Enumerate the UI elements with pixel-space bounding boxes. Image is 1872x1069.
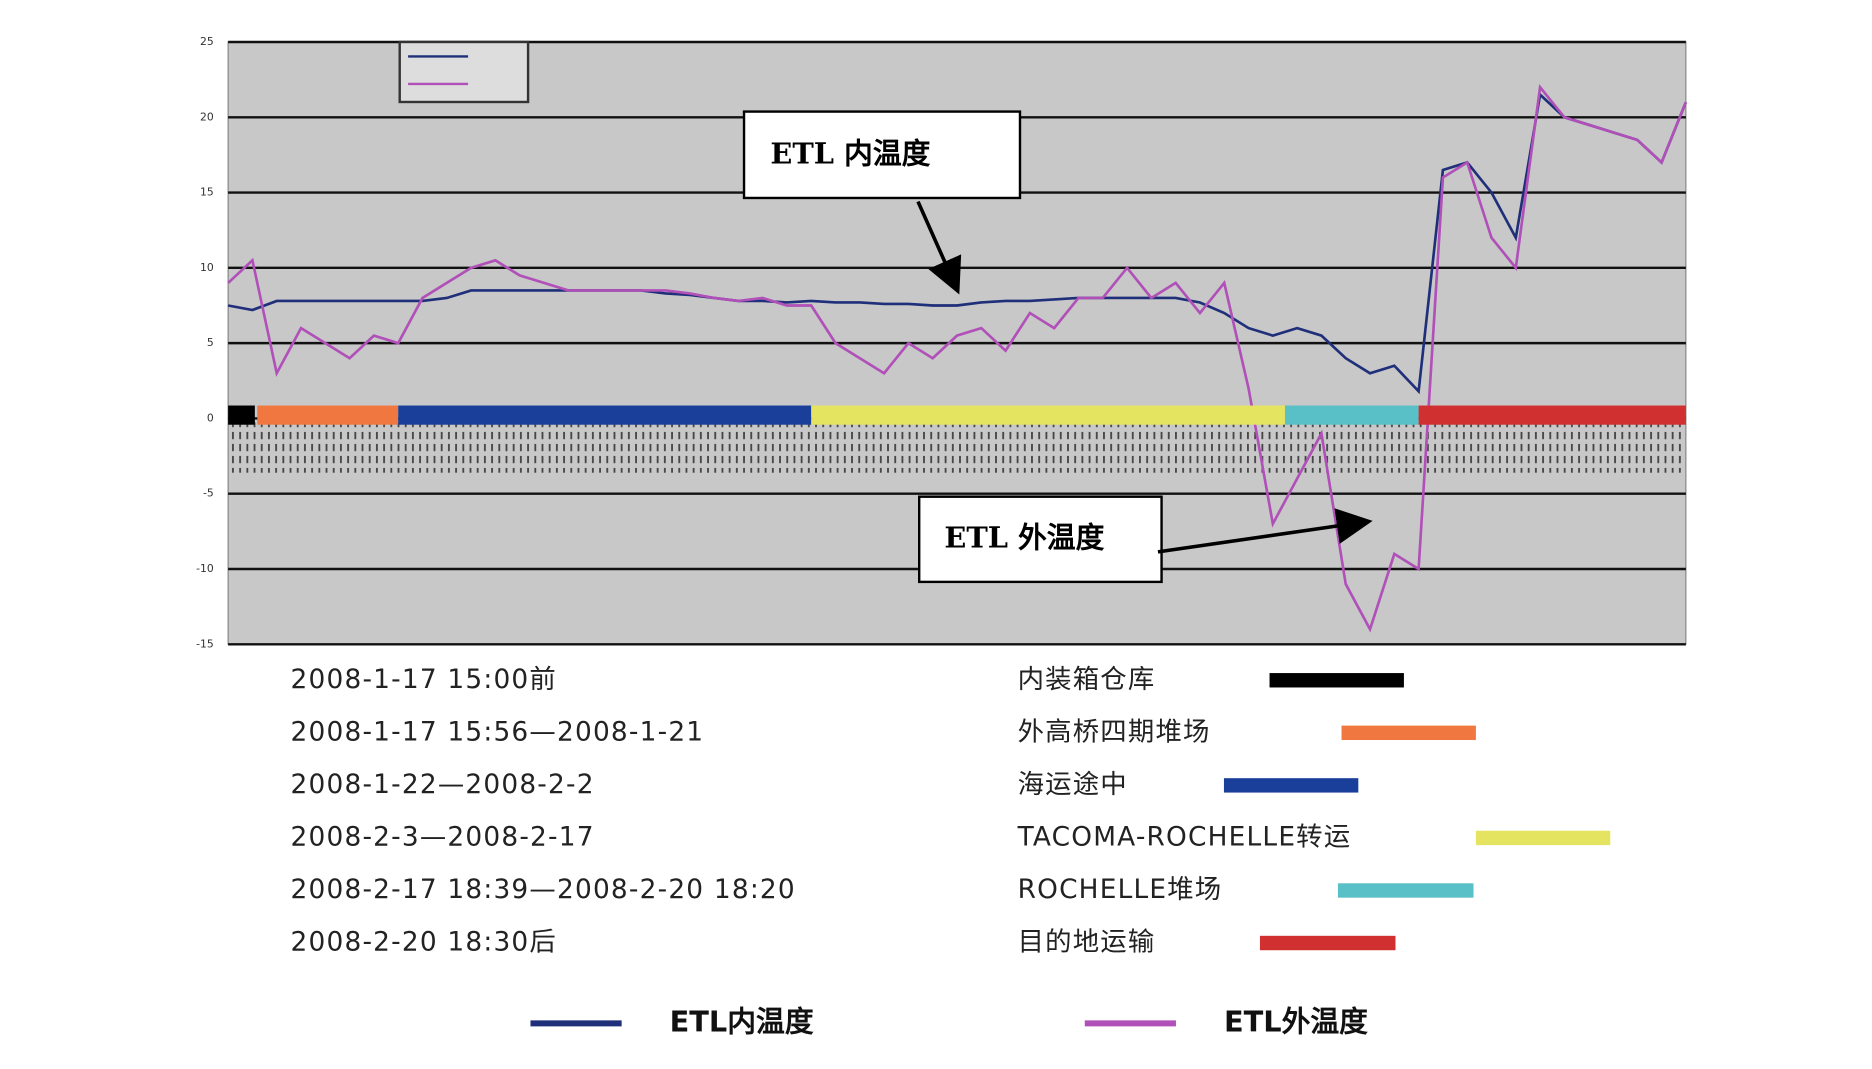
annotation-box bbox=[918, 495, 1163, 584]
stage-period: 2008-1-17 15:00前 bbox=[291, 665, 557, 695]
y-tick-label: -5 bbox=[203, 487, 214, 500]
annotation: ETL 内温度 bbox=[770, 136, 930, 170]
legend-label: ETL内温度 bbox=[670, 1004, 814, 1038]
stage-period: 2008-1-17 15:56—2008-1-21 bbox=[291, 717, 705, 747]
stage-swatch bbox=[1341, 725, 1476, 741]
stage-bar bbox=[398, 405, 812, 425]
stage-bar bbox=[228, 405, 255, 425]
stage-bar bbox=[257, 405, 399, 425]
series-line bbox=[227, 92, 1688, 395]
y-tick-label: 0 bbox=[207, 411, 214, 424]
y-tick-label: 25 bbox=[200, 35, 214, 48]
y-tick-label: -15 bbox=[196, 637, 214, 650]
stage-period: 2008-2-3—2008-2-17 bbox=[291, 822, 595, 852]
annotation-arrow bbox=[916, 200, 962, 295]
stage-name: 内装箱仓库 bbox=[1018, 665, 1156, 695]
stage-bar bbox=[1284, 405, 1419, 425]
stage-period: 2008-2-20 18:30后 bbox=[291, 928, 557, 958]
stage-bar bbox=[1418, 405, 1686, 425]
stage-period: 2008-1-22—2008-2-2 bbox=[291, 770, 595, 800]
y-tick-label: 5 bbox=[207, 336, 214, 349]
inner-legend bbox=[398, 40, 530, 104]
annotation-arrow bbox=[1157, 508, 1373, 554]
y-tick-label: 20 bbox=[200, 110, 214, 123]
legend-label: ETL外温度 bbox=[1224, 1004, 1368, 1038]
stage-name: TACOMA-ROCHELLE转运 bbox=[1017, 822, 1352, 852]
y-tick-label: 10 bbox=[200, 261, 214, 274]
stage-period: 2008-2-17 18:39—2008-2-20 18:20 bbox=[291, 875, 796, 905]
stage-swatch bbox=[1475, 830, 1611, 846]
stage-bar bbox=[811, 405, 1285, 425]
stage-name: 目的地运输 bbox=[1018, 928, 1156, 958]
stage-swatch bbox=[1269, 673, 1404, 688]
stage-swatch bbox=[1259, 935, 1396, 951]
y-tick-label: 15 bbox=[200, 186, 214, 199]
series-line bbox=[227, 83, 1688, 633]
stage-name: 外高桥四期堆场 bbox=[1018, 717, 1211, 747]
annotation: ETL 外温度 bbox=[944, 520, 1104, 554]
stage-name: ROCHELLE堆场 bbox=[1018, 875, 1223, 905]
annotation-box bbox=[742, 110, 1022, 200]
y-tick-label: -10 bbox=[196, 562, 214, 575]
stage-swatch bbox=[1337, 883, 1474, 898]
stage-name: 海运途中 bbox=[1018, 770, 1128, 800]
stage-swatch bbox=[1223, 778, 1359, 793]
hatch-band bbox=[228, 422, 1686, 473]
